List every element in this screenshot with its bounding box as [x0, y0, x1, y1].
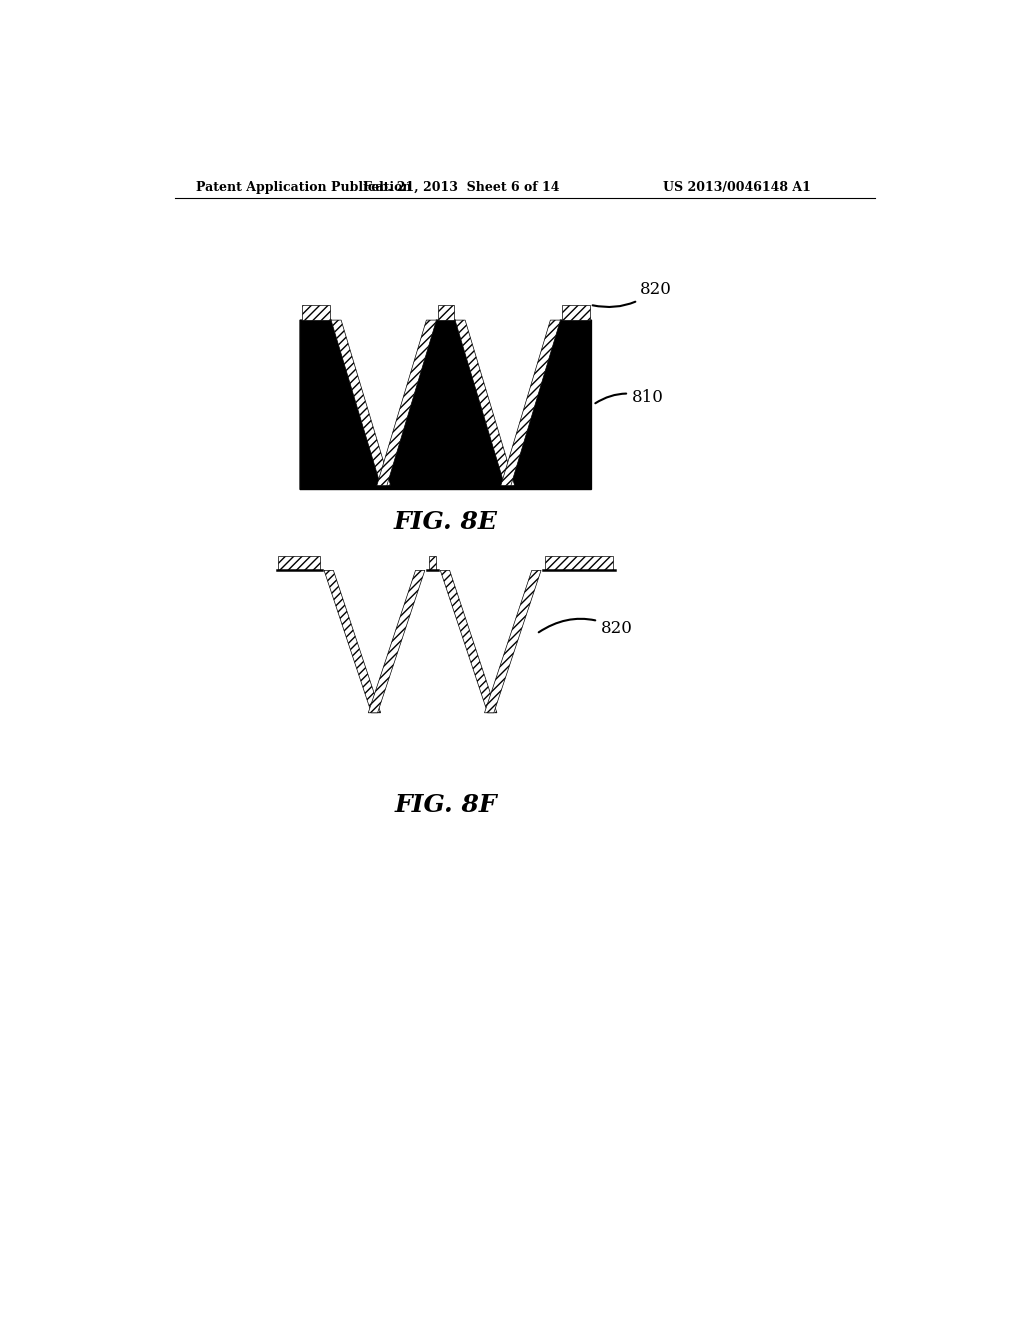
Polygon shape: [331, 321, 391, 486]
Polygon shape: [324, 570, 381, 713]
Polygon shape: [562, 305, 590, 321]
Text: US 2013/0046148 A1: US 2013/0046148 A1: [663, 181, 811, 194]
Polygon shape: [545, 557, 613, 570]
Polygon shape: [501, 321, 560, 486]
Polygon shape: [369, 570, 425, 713]
Polygon shape: [455, 321, 515, 486]
Polygon shape: [377, 321, 436, 486]
Polygon shape: [440, 570, 497, 713]
Polygon shape: [429, 557, 436, 570]
Text: 810: 810: [595, 388, 664, 405]
Text: Feb. 21, 2013  Sheet 6 of 14: Feb. 21, 2013 Sheet 6 of 14: [362, 181, 559, 194]
Text: 820: 820: [539, 619, 633, 636]
Text: Patent Application Publication: Patent Application Publication: [197, 181, 412, 194]
Text: FIG. 8F: FIG. 8F: [394, 793, 497, 817]
Text: FIG. 8E: FIG. 8E: [394, 510, 498, 533]
Polygon shape: [302, 305, 330, 321]
Polygon shape: [438, 305, 454, 321]
Polygon shape: [300, 321, 592, 490]
Polygon shape: [484, 570, 541, 713]
Polygon shape: [279, 557, 321, 570]
Text: 820: 820: [593, 281, 672, 308]
